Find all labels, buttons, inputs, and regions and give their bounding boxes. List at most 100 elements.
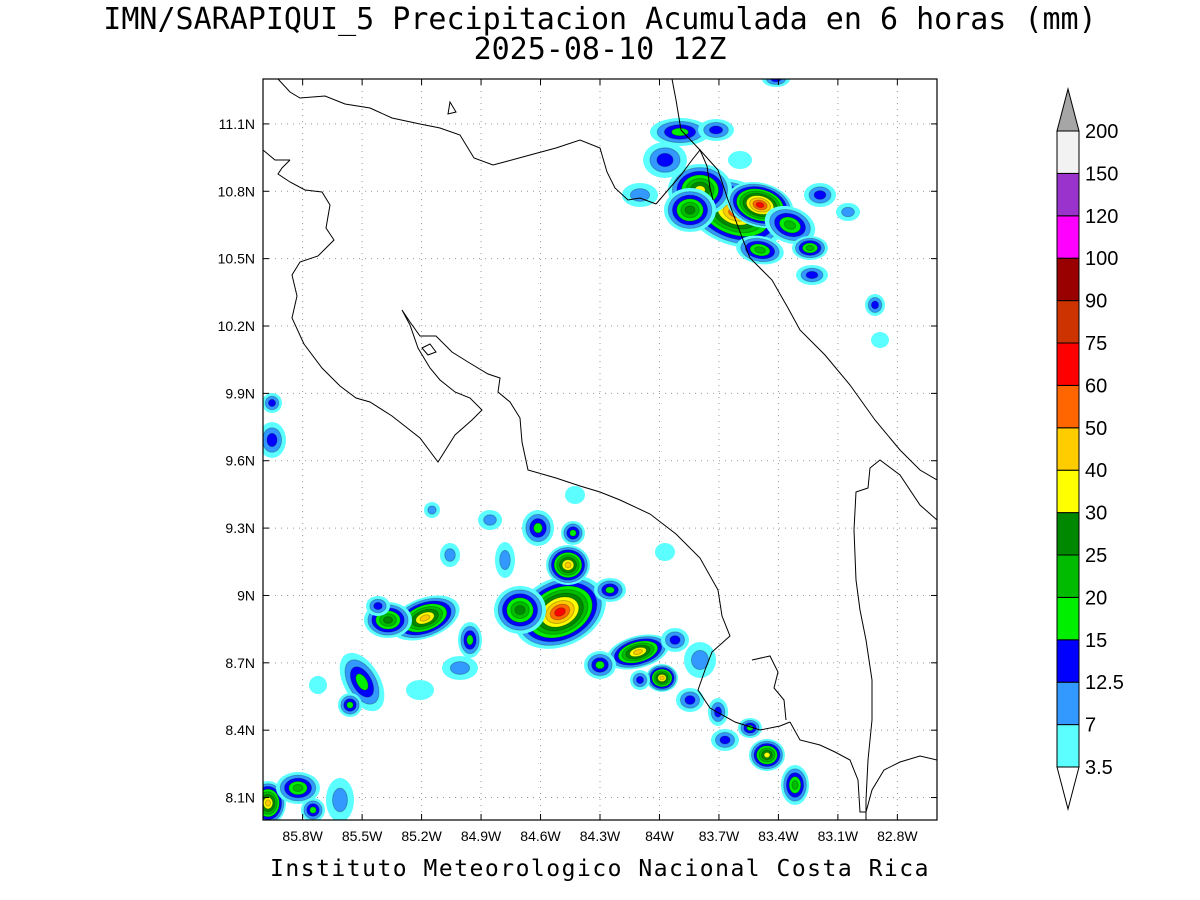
colorbar-segment bbox=[1056, 596, 1080, 641]
lon-tick-label: 82.8W bbox=[877, 828, 918, 844]
colorbar-segment bbox=[1056, 215, 1080, 259]
precip-contour bbox=[499, 549, 511, 571]
colorbar-arrow-top bbox=[1056, 87, 1080, 132]
precip-contour bbox=[754, 246, 766, 254]
precip-contour bbox=[514, 604, 526, 616]
precip-contour bbox=[309, 676, 327, 694]
colorbar-label: 60 bbox=[1085, 375, 1107, 397]
precip-cell bbox=[711, 729, 739, 751]
colorbar-segment bbox=[1056, 469, 1080, 514]
precip-cell bbox=[546, 545, 590, 585]
coastline-osa bbox=[751, 655, 787, 721]
precip-contour bbox=[267, 398, 277, 408]
colorbar-label: 100 bbox=[1085, 248, 1118, 270]
precip-contour bbox=[656, 152, 674, 168]
precip-contour bbox=[813, 190, 827, 200]
colorbar-label: 120 bbox=[1085, 206, 1118, 228]
precip-cell bbox=[836, 203, 860, 221]
precip-cell bbox=[606, 634, 670, 670]
lat-tick-label: 10.5N bbox=[218, 251, 255, 267]
precip-cell bbox=[749, 739, 785, 771]
precip-cell bbox=[762, 79, 790, 87]
colorbar-label: 20 bbox=[1085, 587, 1107, 609]
coastline-burica bbox=[789, 721, 866, 813]
precip-cell bbox=[442, 656, 478, 680]
precip-cell bbox=[458, 622, 482, 658]
precip-contour bbox=[264, 799, 272, 807]
colorbar-label: 3.5 bbox=[1085, 757, 1113, 779]
precip-contour bbox=[292, 783, 304, 793]
island-gulf-nicoya bbox=[421, 343, 437, 356]
precip-cell bbox=[366, 596, 390, 616]
coastline-caribbean bbox=[671, 79, 937, 481]
precip-contour bbox=[554, 607, 566, 617]
precip-cell bbox=[684, 642, 716, 678]
latitude-axis: 8.1N 8.4N 8.7N 9N 9.3N 9.6N 9.9N 10.2N 10.5N 10.8… bbox=[218, 116, 937, 806]
colorbar-label: 40 bbox=[1085, 460, 1107, 482]
lat-tick-label: 9.6N bbox=[225, 453, 255, 469]
lon-tick-label: 85.8W bbox=[282, 828, 323, 844]
precip-cell bbox=[326, 778, 354, 820]
precip-contour bbox=[565, 486, 585, 504]
colorbar-segment bbox=[1056, 681, 1080, 726]
colorbar-legend: 3.5 7 12.5 15 20 25 30 40 50 60 75 90 100 120 150 200 bbox=[1056, 87, 1124, 811]
precip-contour bbox=[309, 806, 317, 814]
colorbar-segment bbox=[1056, 512, 1080, 556]
precip-contour bbox=[783, 220, 797, 230]
precip-contour bbox=[684, 205, 696, 215]
colorbar-label: 50 bbox=[1085, 418, 1107, 440]
precip-contour bbox=[595, 660, 605, 670]
precip-contour bbox=[427, 505, 437, 515]
precip-contour bbox=[332, 787, 348, 813]
precip-cell bbox=[804, 183, 836, 207]
precip-cell bbox=[655, 543, 675, 561]
precip-contour bbox=[569, 529, 577, 537]
precip-cell bbox=[698, 119, 734, 141]
precip-cell bbox=[728, 151, 752, 169]
precip-contour bbox=[805, 244, 815, 252]
precip-contour bbox=[382, 616, 394, 624]
colorbar-label: 7 bbox=[1085, 715, 1096, 737]
precip-contour bbox=[659, 675, 665, 681]
precip-contour bbox=[483, 514, 497, 526]
colorbar-label: 75 bbox=[1085, 333, 1107, 355]
lat-tick-label: 10.2N bbox=[218, 318, 255, 334]
precip-contour bbox=[763, 751, 771, 759]
coastline-north-border bbox=[655, 149, 714, 205]
precip-cell bbox=[263, 393, 282, 413]
precip-cell bbox=[650, 118, 710, 146]
precip-contour bbox=[629, 188, 651, 202]
precip-cell bbox=[664, 188, 716, 232]
precip-contour bbox=[346, 701, 354, 709]
coastline-chiriqui bbox=[865, 755, 937, 813]
lat-tick-label: 9N bbox=[237, 587, 255, 603]
lon-tick-label: 84.6W bbox=[520, 828, 561, 844]
precip-contour bbox=[655, 543, 675, 561]
island-nicaragua-lake bbox=[447, 100, 457, 115]
precip-cell bbox=[263, 781, 286, 820]
colorbar-label: 25 bbox=[1085, 545, 1107, 567]
precip-contour bbox=[605, 586, 615, 594]
precip-contour bbox=[633, 649, 643, 655]
colorbar-segment bbox=[1056, 724, 1080, 768]
precip-cell bbox=[646, 664, 678, 692]
lon-tick-label: 83.4W bbox=[758, 828, 799, 844]
precip-cell bbox=[630, 670, 650, 690]
precip-contour bbox=[444, 548, 456, 562]
precip-cell bbox=[594, 578, 626, 602]
lat-tick-label: 8.1N bbox=[225, 790, 255, 806]
precip-cell bbox=[622, 183, 658, 207]
precip-cell bbox=[406, 680, 434, 700]
precip-cell bbox=[276, 772, 320, 804]
colorbar-segment bbox=[1056, 639, 1080, 683]
colorbar-segment bbox=[1056, 427, 1080, 471]
precip-cell bbox=[522, 510, 554, 546]
precip-contour bbox=[466, 634, 474, 646]
chart-title: IMN/SARAPIQUI_5 Precipitacion Acumulada … bbox=[103, 2, 1097, 37]
lon-tick-label: 84.9W bbox=[461, 828, 502, 844]
precip-cell bbox=[301, 798, 325, 820]
precip-cell bbox=[871, 332, 889, 348]
colorbar-label: 200 bbox=[1085, 121, 1118, 143]
coastline-nicaragua-west bbox=[263, 149, 290, 161]
precip-cell bbox=[764, 205, 816, 245]
